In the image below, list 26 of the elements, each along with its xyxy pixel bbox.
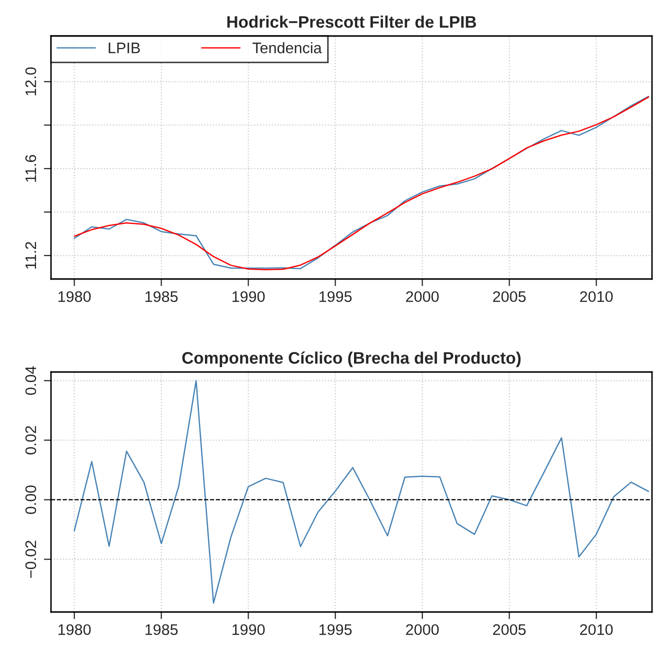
x-tick-label: 1995: [319, 291, 352, 302]
y-tick-label: 0.04: [25, 366, 36, 395]
chart-title: Hodrick−Prescott Filter de LPIB: [227, 16, 476, 28]
line-series: [74, 380, 650, 604]
x-tick-label: 1985: [145, 291, 178, 302]
chart-title: Componente Cíclico (Brecha del Producto): [182, 351, 521, 368]
x-tick-label: 1985: [145, 624, 178, 636]
legend-label: LPIB: [108, 42, 140, 54]
x-tick-label: 1990: [232, 624, 265, 636]
y-tick-label: 0.00: [25, 485, 36, 514]
x-tick-label: 2000: [406, 291, 439, 302]
y-tick-label: −0.02: [25, 540, 36, 578]
x-tick-label: 2005: [493, 624, 526, 636]
x-tick-label: 2005: [493, 291, 526, 302]
y-tick-label: 11.6: [25, 154, 36, 182]
y-tick-label: 0.02: [25, 426, 36, 454]
x-tick-label: 2010: [580, 291, 613, 302]
y-tick-label: 11.2: [25, 242, 36, 269]
y-tick-label: 12.0: [25, 67, 36, 96]
x-tick-label: 2010: [580, 624, 613, 636]
x-tick-label: 1995: [319, 624, 352, 636]
x-tick-label: 1990: [232, 291, 265, 302]
x-tick-label: 1980: [58, 291, 91, 302]
legend-label: Tendencia: [252, 42, 322, 54]
x-tick-label: 2000: [406, 624, 439, 636]
x-tick-label: 1980: [58, 624, 91, 636]
